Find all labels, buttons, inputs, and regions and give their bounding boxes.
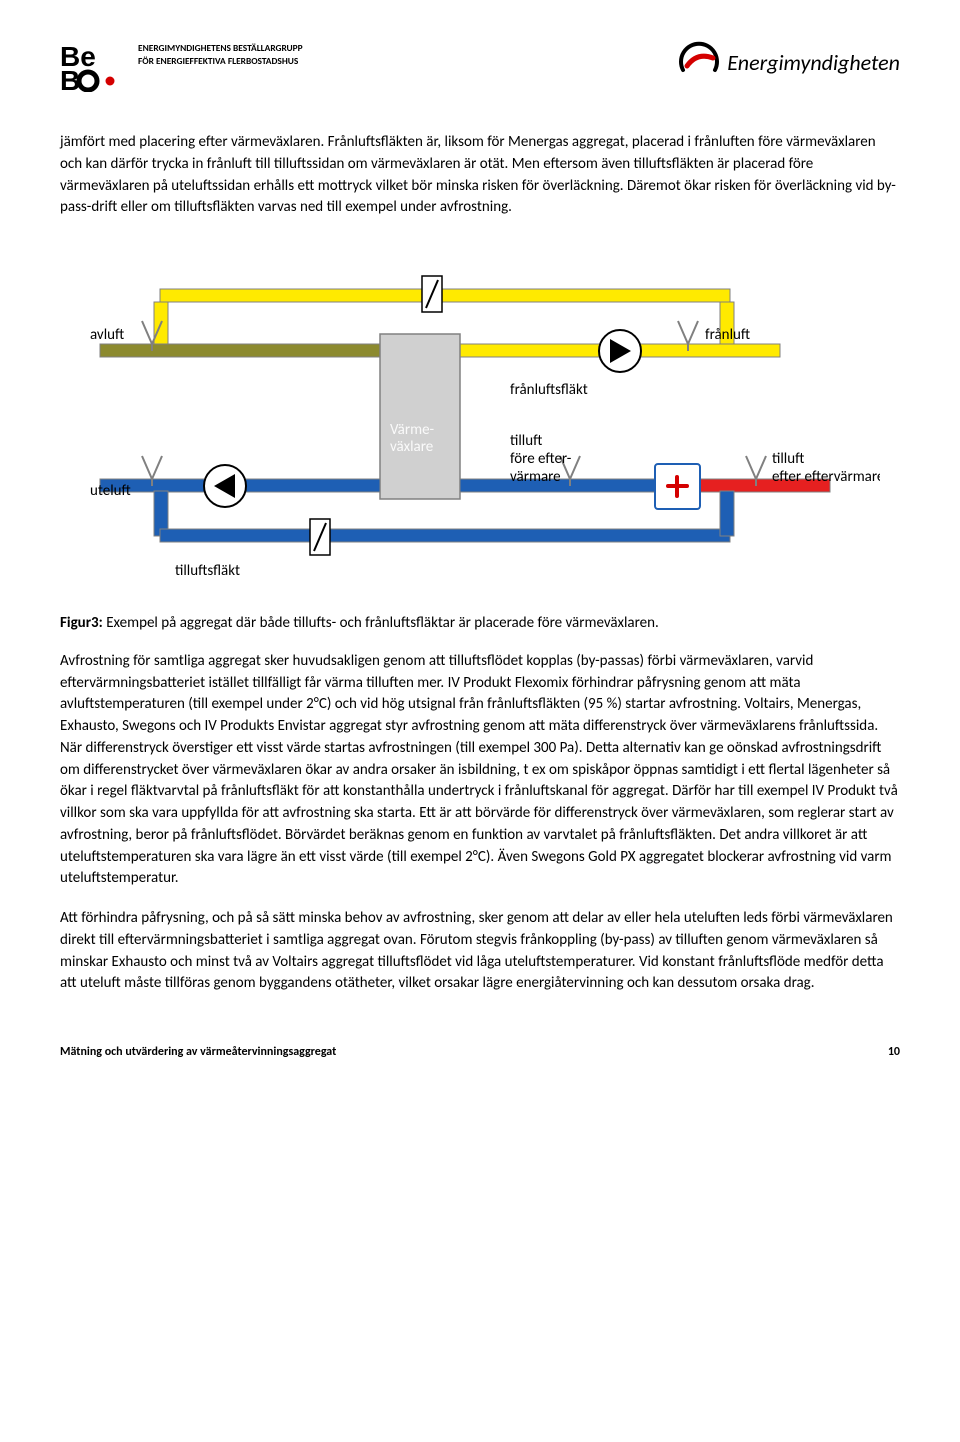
paragraph-3: Att förhindra påfrysning, och på så sätt… <box>60 908 900 995</box>
svg-text:frånluftsfläkt: frånluftsfläkt <box>510 381 588 399</box>
hvac-diagram: avluft frånluft frånluftsfläkt Värme- vä… <box>60 239 900 589</box>
svg-text:tilluftsfläkt: tilluftsfläkt <box>175 562 240 580</box>
page-footer: Mätning och utvärdering av värmeåtervinn… <box>60 1045 900 1059</box>
svg-text:tilluft: tilluft <box>510 432 542 450</box>
bebo-logo-icon: Be B <box>60 40 130 97</box>
logo-right-text: Energimyndigheten <box>727 49 900 76</box>
page-header: Be B ENERGIMYNDIGHETENS BESTÄLLARGRUPP F… <box>60 30 900 97</box>
svg-text:växlare: växlare <box>390 438 433 456</box>
logo-right-block: Energimyndigheten <box>677 40 900 84</box>
figure-caption-text: Exempel på aggregat där både tillufts- o… <box>103 614 659 632</box>
logo-left-line1: ENERGIMYNDIGHETENS BESTÄLLARGRUPP <box>138 42 303 55</box>
svg-text:frånluft: frånluft <box>705 326 750 344</box>
svg-text:tilluft: tilluft <box>772 450 804 468</box>
svg-text:värmare: värmare <box>510 468 561 486</box>
logo-left-text: ENERGIMYNDIGHETENS BESTÄLLARGRUPP FÖR EN… <box>138 40 303 68</box>
paragraph-1: jämfört med placering efter värmeväxlare… <box>60 132 900 219</box>
footer-right: 10 <box>888 1045 900 1059</box>
energimyndigheten-icon <box>677 40 721 84</box>
figure-caption-bold: Figur3: <box>60 614 103 632</box>
svg-text:avluft: avluft <box>90 326 124 344</box>
logo-left-line2: FÖR ENERGIEFFEKTIVA FLERBOSTADSHUS <box>138 55 303 68</box>
svg-text:efter eftervärmare: efter eftervärmare <box>772 468 880 486</box>
svg-text:Värme-: Värme- <box>390 421 435 439</box>
paragraph-2: Avfrostning för samtliga aggregat sker h… <box>60 651 900 890</box>
footer-left: Mätning och utvärdering av värmeåtervinn… <box>60 1045 336 1059</box>
svg-text:före efter-: före efter- <box>510 450 572 468</box>
logo-left-block: Be B ENERGIMYNDIGHETENS BESTÄLLARGRUPP F… <box>60 40 303 97</box>
svg-text:uteluft: uteluft <box>90 482 131 500</box>
document-page: Be B ENERGIMYNDIGHETENS BESTÄLLARGRUPP F… <box>0 0 960 1089</box>
figure-caption: Figur3: Exempel på aggregat där både til… <box>60 613 900 635</box>
